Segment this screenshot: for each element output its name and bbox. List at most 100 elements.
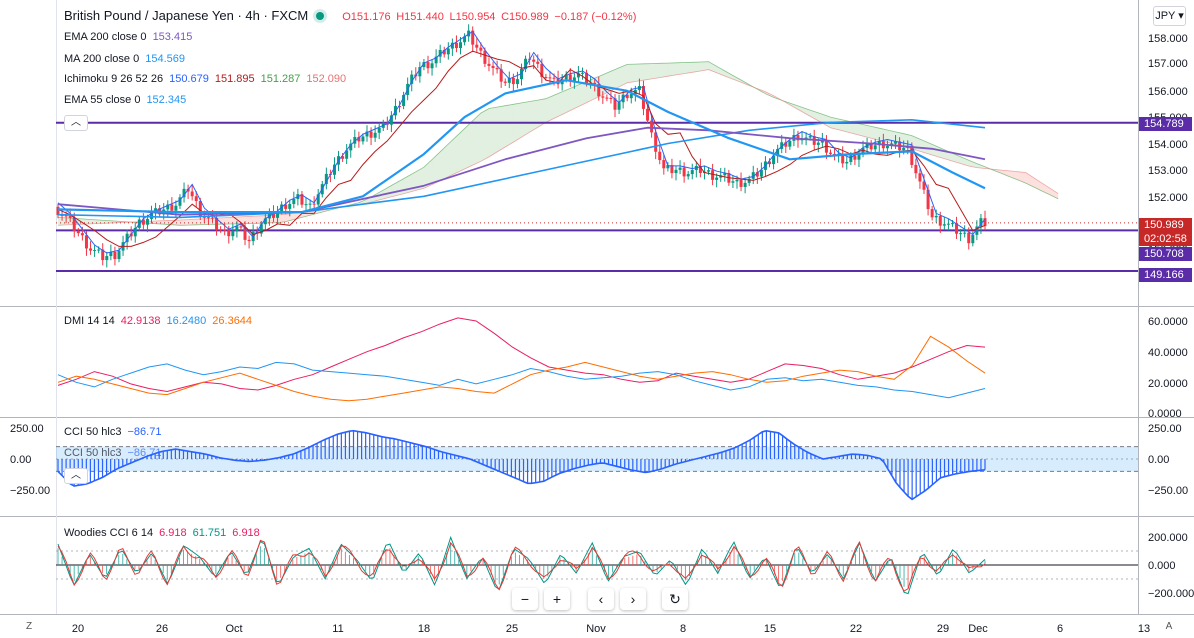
candle-body bbox=[215, 217, 219, 230]
legend-ema200[interactable]: EMA 200 close 0 153.415 bbox=[64, 30, 198, 44]
cci-y-tick: 250.00 bbox=[1148, 423, 1182, 435]
y-tick-label: 152.000 bbox=[1148, 192, 1188, 204]
reset-chart-button[interactable]: ↻ bbox=[662, 588, 688, 610]
level-label-3[interactable]: 149.166 bbox=[1139, 268, 1192, 282]
y-tick-label: 156.000 bbox=[1148, 86, 1188, 98]
ichimoku-cloud-segment bbox=[253, 215, 262, 224]
scroll-left-button[interactable]: ‹ bbox=[588, 588, 614, 610]
ema200-label: EMA 200 close 0 bbox=[64, 31, 147, 43]
market-status-icon bbox=[316, 12, 325, 21]
auto-scale-button[interactable]: A bbox=[1165, 621, 1173, 632]
legend-ma200[interactable]: MA 200 close 0 154.569 bbox=[64, 52, 191, 66]
candle-body bbox=[755, 172, 759, 177]
ichimoku-label: Ichimoku 9 26 52 26 bbox=[64, 73, 164, 85]
ichimoku-v1: 150.679 bbox=[169, 73, 209, 85]
collapse-legend-button[interactable]: ︿ bbox=[64, 115, 88, 131]
ichimoku-cloud-segment bbox=[684, 62, 693, 74]
candle-body bbox=[117, 250, 121, 260]
candle-body bbox=[349, 143, 353, 151]
candle-body bbox=[97, 249, 101, 251]
candle-body bbox=[499, 69, 503, 82]
candle-body bbox=[357, 136, 361, 142]
candle-body bbox=[585, 72, 589, 84]
ichimoku-cloud-segment bbox=[545, 95, 555, 123]
candle-body bbox=[353, 136, 357, 144]
candle-body bbox=[219, 229, 223, 231]
x-tick-label: Dec bbox=[968, 623, 988, 635]
candle-body bbox=[389, 115, 393, 125]
level-label-1[interactable]: 154.789 bbox=[1139, 117, 1192, 131]
candle-body bbox=[316, 194, 320, 205]
ichimoku-cloud-segment bbox=[968, 160, 977, 168]
candle-body bbox=[698, 166, 702, 174]
candle-body bbox=[715, 177, 719, 180]
legend-cci[interactable]: CCI 50 hlc3 −86.71 bbox=[64, 425, 167, 439]
ohlc-close: C150.989 bbox=[501, 11, 549, 23]
candle-body bbox=[601, 96, 605, 98]
candle-body bbox=[190, 191, 194, 197]
ichimoku-cloud-segment bbox=[236, 216, 246, 224]
chevron-left-icon: ‹ bbox=[598, 591, 604, 607]
cci-ghost-value: −86.71 bbox=[127, 447, 162, 459]
collapse-cci-button[interactable]: ︿ bbox=[64, 468, 88, 484]
dmi-y-tick: 20.0000 bbox=[1148, 378, 1188, 390]
ichimoku-cloud-segment bbox=[529, 100, 538, 133]
candle-body bbox=[816, 142, 820, 145]
chevron-up-icon: ︿ bbox=[71, 117, 81, 128]
ichimoku-cloud-segment bbox=[814, 111, 823, 124]
candle-body bbox=[877, 141, 881, 146]
legend-cci-ghost: CCI 50 hlc3 −86.71 bbox=[64, 446, 167, 460]
ichimoku-cloud-segment bbox=[245, 216, 254, 224]
candle-body bbox=[332, 164, 336, 175]
candle-body bbox=[536, 61, 540, 64]
candle-body bbox=[345, 150, 349, 159]
legend-ichimoku[interactable]: Ichimoku 9 26 52 26 150.679 151.895 151.287… bbox=[64, 72, 352, 86]
ichimoku-cloud-segment bbox=[163, 220, 172, 225]
woodies-turbo-line bbox=[57, 539, 986, 592]
candle-body bbox=[211, 217, 214, 219]
legend-dmi[interactable]: DMI 14 14 42.9138 16.2480 26.3644 bbox=[64, 314, 258, 328]
candle-body bbox=[194, 196, 198, 201]
candle-body bbox=[430, 63, 434, 69]
candle-body bbox=[365, 131, 369, 137]
candle-body bbox=[796, 135, 800, 141]
ema55-label: EMA 55 close 0 bbox=[64, 94, 141, 106]
candle-body bbox=[495, 68, 499, 70]
candle-body bbox=[772, 155, 776, 165]
candle-body bbox=[487, 63, 491, 66]
candle-body bbox=[276, 211, 280, 218]
candle-body bbox=[426, 62, 430, 69]
zoom-out-button[interactable]: − bbox=[512, 588, 538, 610]
candle-body bbox=[576, 73, 580, 78]
zoom-in-button[interactable]: + bbox=[544, 588, 570, 610]
legend-woodies[interactable]: Woodies CCI 6 14 6.918 61.751 6.918 bbox=[64, 526, 266, 540]
currency-selector[interactable]: JPY ▾ bbox=[1153, 6, 1186, 26]
ichimoku-cloud-segment bbox=[448, 136, 457, 177]
candle-body bbox=[658, 151, 662, 161]
ichimoku-cloud-segment bbox=[1025, 172, 1034, 188]
x-tick-label: 13 bbox=[1138, 623, 1150, 635]
y-tick-label: 157.000 bbox=[1148, 58, 1188, 70]
x-tick-label: 18 bbox=[418, 623, 430, 635]
ichimoku-cloud-segment bbox=[383, 185, 392, 199]
candle-body bbox=[178, 197, 182, 206]
dmi-label: DMI 14 14 bbox=[64, 315, 115, 327]
ichimoku-cloud-segment bbox=[863, 124, 872, 139]
timezone-button[interactable]: Z bbox=[25, 621, 33, 632]
candle-body bbox=[271, 212, 275, 218]
x-tick-label: 25 bbox=[506, 623, 518, 635]
candle-body bbox=[873, 145, 877, 150]
candle-body bbox=[202, 216, 206, 218]
scroll-right-button[interactable]: › bbox=[620, 588, 646, 610]
level-label-2[interactable]: 150.708 bbox=[1139, 247, 1192, 261]
dmi-y-tick: 0.0000 bbox=[1148, 408, 1182, 420]
symbol-title[interactable]: British Pound / Japanese Yen · 4h · FXCM bbox=[64, 8, 309, 23]
woodies-y-tick: 0.000 bbox=[1148, 560, 1176, 572]
candle-body bbox=[934, 215, 938, 218]
legend-ema55[interactable]: EMA 55 close 0 152.345 bbox=[64, 93, 192, 107]
ichimoku-cloud-segment bbox=[822, 114, 831, 128]
candle-body bbox=[849, 155, 853, 162]
chevron-right-icon: › bbox=[630, 591, 636, 607]
candle-body bbox=[80, 233, 84, 236]
